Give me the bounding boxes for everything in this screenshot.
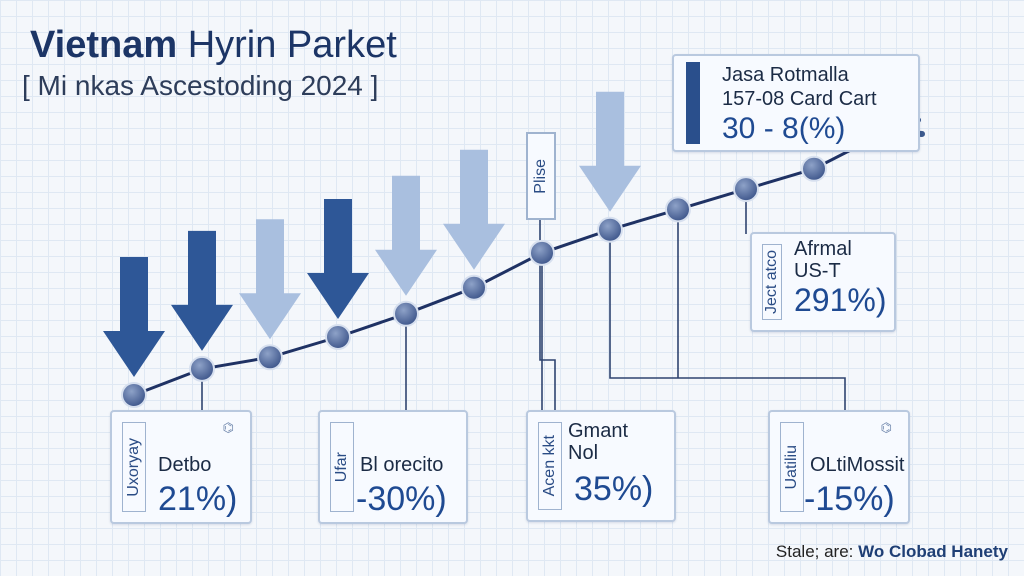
data-point	[461, 274, 487, 301]
top-card-value: 30 - 8(%)	[722, 112, 846, 145]
down-arrow-icon	[103, 257, 165, 377]
data-point	[597, 216, 623, 243]
card-value: 291%)	[794, 282, 887, 318]
card-side-label: Uxoryay	[122, 422, 146, 512]
card-name: Afrmal US-T	[794, 238, 852, 282]
phase-label: Plise	[526, 132, 556, 220]
card-mark-icon: ⌬	[222, 420, 234, 435]
data-point	[529, 239, 555, 266]
connector-line	[609, 229, 846, 412]
down-arrow-icon	[171, 230, 233, 351]
data-point	[189, 355, 215, 382]
connector-lines	[201, 189, 846, 412]
top-card-line2: 157-08 Card Cart	[722, 88, 877, 110]
down-arrow-icon	[239, 219, 301, 340]
data-point	[665, 196, 691, 223]
source-note: Stale; are: Wo Clobad Hanety	[775, 542, 1008, 561]
callout-card-gmant: Acen kkt Gmant Nol 35%)	[526, 410, 676, 522]
card-name: Detbo	[158, 454, 212, 476]
top-callout-card: Jasa Rotmalla 157-08 Card Cart 30 - 8(%)	[672, 54, 920, 152]
callout-card-oltimossit: ⌬ Uatiliu OLtiMossit -15%)	[768, 410, 910, 524]
top-card-side-bar	[686, 62, 700, 144]
down-arrow-icon	[443, 149, 505, 270]
card-side-label: Uatiliu	[780, 422, 804, 512]
card-name: Bl orecito	[360, 454, 444, 476]
data-point	[257, 344, 283, 371]
card-name: OLtiMossit	[810, 454, 905, 476]
data-point	[393, 300, 419, 327]
card-mark-icon: ⌬	[880, 420, 892, 435]
data-points	[121, 155, 827, 408]
card-name: Gmant Nol	[568, 420, 629, 464]
arrow-markers	[103, 91, 641, 377]
down-arrow-icon	[375, 175, 437, 296]
data-point	[325, 324, 351, 350]
connector-line	[539, 216, 556, 412]
chart-title: Vietnam Hyrin Parket	[30, 24, 397, 66]
chart-subtitle: [ Mi nkas Ascestoding 2024 ]	[22, 70, 379, 101]
down-arrow-icon	[579, 91, 641, 212]
callout-card-detbo: ⌬ Uxoryay Detbo 21%)	[110, 410, 252, 524]
data-point	[801, 155, 827, 182]
down-arrow-icon	[307, 199, 369, 319]
card-side-label: Ufar	[330, 422, 354, 512]
callout-card-blorecito: Ufar Bl orecito -30%)	[318, 410, 468, 524]
card-value: -15%)	[804, 480, 895, 518]
top-card-line1: Jasa Rotmalla	[722, 64, 849, 86]
card-value: -30%)	[356, 480, 447, 518]
data-point	[733, 176, 759, 203]
card-value: 35%)	[574, 470, 654, 508]
data-point	[121, 382, 147, 408]
card-side-label: Ject atco	[762, 244, 782, 320]
card-side-label: Acen kkt	[538, 422, 562, 510]
callout-card-afrmal: Ject atco Afrmal US-T 291%)	[750, 232, 896, 332]
card-value: 21%)	[158, 480, 238, 518]
